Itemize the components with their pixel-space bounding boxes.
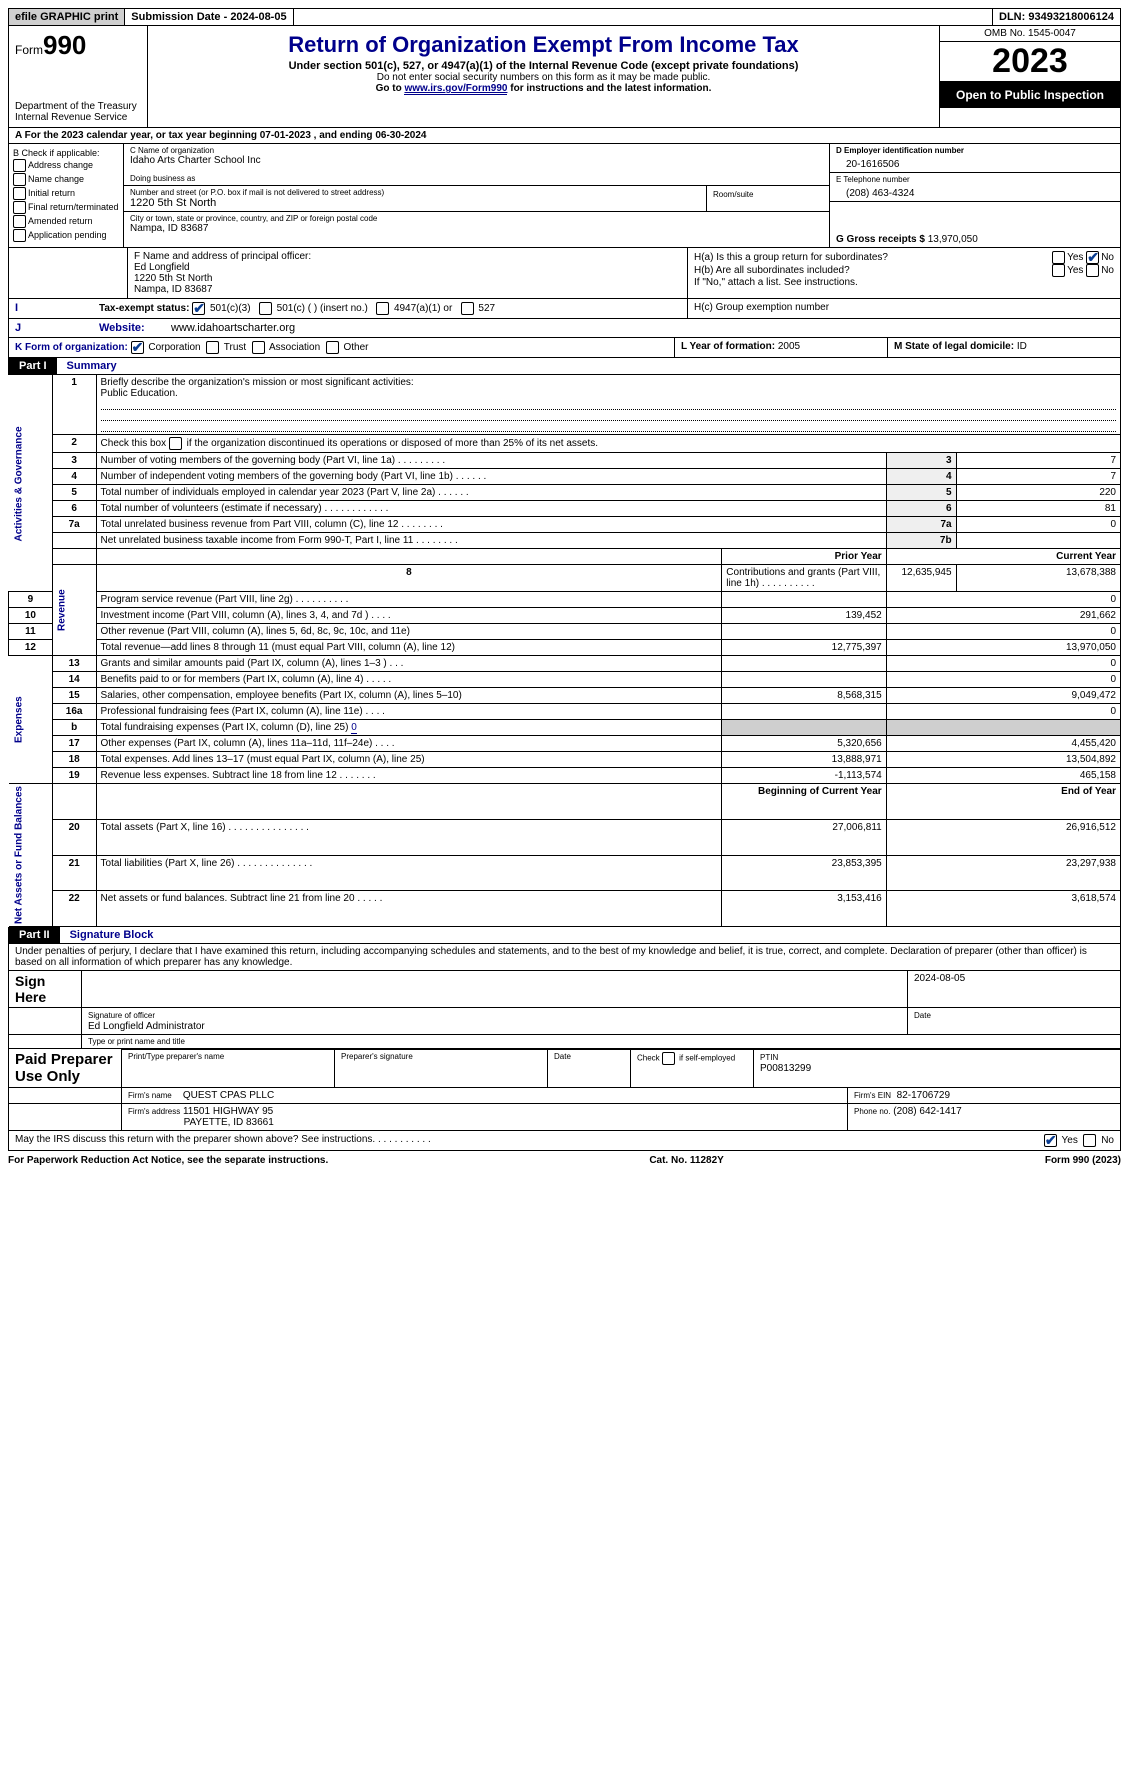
val-7b: [956, 533, 1120, 549]
box-c-name: C Name of organization Idaho Arts Charte…: [124, 144, 829, 186]
row-i: I Tax-exempt status: 501(c)(3) 501(c) ( …: [8, 299, 1121, 319]
footer: For Paperwork Reduction Act Notice, see …: [8, 1151, 1121, 1170]
box-c-address: Number and street (or P.O. box if mail i…: [124, 186, 707, 211]
sign-here-label: Sign Here: [9, 971, 82, 1007]
sign-date: 2024-08-05: [908, 971, 1120, 1007]
form-header: Form990 Department of the Treasury Inter…: [8, 26, 1121, 128]
paid-preparer-block: Paid Preparer Use Only Print/Type prepar…: [8, 1049, 1121, 1131]
perjury-statement: Under penalties of perjury, I declare th…: [8, 944, 1121, 971]
form-subtitle: Under section 501(c), 527, or 4947(a)(1)…: [154, 60, 933, 72]
val-7a: 0: [956, 517, 1120, 533]
mission-text: Public Education.: [101, 388, 1116, 399]
box-h: H(a) Is this a group return for subordin…: [688, 248, 1120, 298]
tax-year: 2023: [940, 42, 1120, 82]
firm-ein: 82-1706729: [897, 1090, 950, 1101]
box-hc: H(c) Group exemption number: [687, 299, 1120, 318]
chk-discuss-yes[interactable]: [1044, 1134, 1057, 1147]
room-suite: Room/suite: [707, 186, 829, 211]
dln: DLN: 93493218006124: [993, 9, 1120, 25]
form-number: Form990: [15, 30, 141, 61]
form-title: Return of Organization Exempt From Incom…: [154, 32, 933, 58]
dept-irs: Internal Revenue Service: [15, 112, 141, 123]
firm-addr1: 11501 HIGHWAY 95: [183, 1106, 273, 1117]
vlabel-netassets: Net Assets or Fund Balances: [9, 784, 53, 927]
cat-no: Cat. No. 11282Y: [649, 1155, 723, 1166]
box-b: B Check if applicable: Address change Na…: [9, 144, 124, 247]
gross-receipts: 13,970,050: [928, 234, 978, 245]
row-j: J Website: www.idahoartscharter.org: [8, 319, 1121, 338]
chk-final-return[interactable]: Final return/terminated: [13, 201, 119, 214]
ein: 20-1616506: [836, 155, 1114, 170]
box-f: F Name and address of principal officer:…: [128, 248, 688, 298]
chk-501c3[interactable]: [192, 302, 205, 315]
val-4: 7: [956, 469, 1120, 485]
r8p: 12,635,945: [886, 565, 956, 592]
chk-initial-return[interactable]: Initial return: [13, 187, 119, 200]
vlabel-revenue: Revenue: [52, 565, 96, 656]
open-to-public: Open to Public Inspection: [940, 82, 1120, 108]
col-eoy: End of Year: [886, 784, 1120, 820]
box-g: G Gross receipts $ 13,970,050: [830, 202, 1120, 247]
val-3: 7: [956, 453, 1120, 469]
paid-preparer-label: Paid Preparer Use Only: [9, 1049, 122, 1087]
org-city: Nampa, ID 83687: [130, 223, 823, 234]
officer-signature: Ed Longfield Administrator: [88, 1021, 205, 1032]
col-prior: Prior Year: [722, 549, 886, 565]
chk-name-change[interactable]: Name change: [13, 173, 119, 186]
dept-treasury: Department of the Treasury: [15, 101, 141, 112]
row-f-h: F Name and address of principal officer:…: [8, 248, 1121, 299]
chk-ha-no[interactable]: [1086, 251, 1099, 264]
box-c-city: City or town, state or province, country…: [124, 212, 829, 236]
efile-label: efile GRAPHIC print: [9, 9, 125, 25]
val-5: 220: [956, 485, 1120, 501]
chk-address-change[interactable]: Address change: [13, 159, 119, 172]
omb-number: OMB No. 1545-0047: [940, 26, 1120, 42]
form-ref: Form 990 (2023): [1045, 1155, 1121, 1166]
org-street: 1220 5th St North: [130, 197, 700, 209]
col-boy: Beginning of Current Year: [722, 784, 886, 820]
val-6: 81: [956, 501, 1120, 517]
box-d: D Employer identification number 20-1616…: [830, 144, 1120, 173]
org-name: Idaho Arts Charter School Inc: [130, 155, 823, 166]
part2-header: Part II Signature Block: [8, 927, 1121, 944]
vlabel-governance: Activities & Governance: [9, 375, 53, 592]
col-current: Current Year: [886, 549, 1120, 565]
part1-header: Part I Summary: [8, 358, 1121, 375]
chk-corporation[interactable]: [131, 341, 144, 354]
r8c: 13,678,388: [956, 565, 1120, 592]
org-info-grid: B Check if applicable: Address change Na…: [8, 144, 1121, 248]
discuss-row: May the IRS discuss this return with the…: [8, 1131, 1121, 1151]
firm-name: QUEST CPAS PLLC: [183, 1090, 274, 1101]
box-e: E Telephone number (208) 463-4324: [830, 173, 1120, 202]
row-klm: K Form of organization: Corporation Trus…: [8, 338, 1121, 358]
header-strip: efile GRAPHIC print Submission Date - 20…: [8, 8, 1121, 26]
summary-table: Activities & Governance 1 Briefly descri…: [8, 375, 1121, 927]
phone: (208) 463-4324: [836, 184, 1114, 199]
state-domicile: ID: [1017, 341, 1027, 352]
box-b-title: B Check if applicable:: [13, 148, 119, 158]
row-a-tax-year: A For the 2023 calendar year, or tax yea…: [8, 128, 1121, 144]
submission-date: Submission Date - 2024-08-05: [125, 9, 293, 25]
goto-link-row: Go to www.irs.gov/Form990 for instructio…: [154, 83, 933, 94]
chk-amended-return[interactable]: Amended return: [13, 215, 119, 228]
year-formation: 2005: [778, 341, 800, 352]
website-url: www.idahoartscharter.org: [165, 319, 1120, 337]
irs-link[interactable]: www.irs.gov/Form990: [404, 83, 507, 95]
chk-application-pending[interactable]: Application pending: [13, 229, 119, 242]
sign-here-block: Sign Here 2024-08-05 Signature of office…: [8, 971, 1121, 1049]
vlabel-expenses: Expenses: [9, 656, 53, 784]
ssn-notice: Do not enter social security numbers on …: [154, 72, 933, 83]
paperwork-notice: For Paperwork Reduction Act Notice, see …: [8, 1155, 328, 1166]
firm-phone: (208) 642-1417: [893, 1106, 961, 1117]
officer-name: Ed Longfield: [134, 262, 681, 273]
ptin: P00813299: [760, 1063, 811, 1074]
